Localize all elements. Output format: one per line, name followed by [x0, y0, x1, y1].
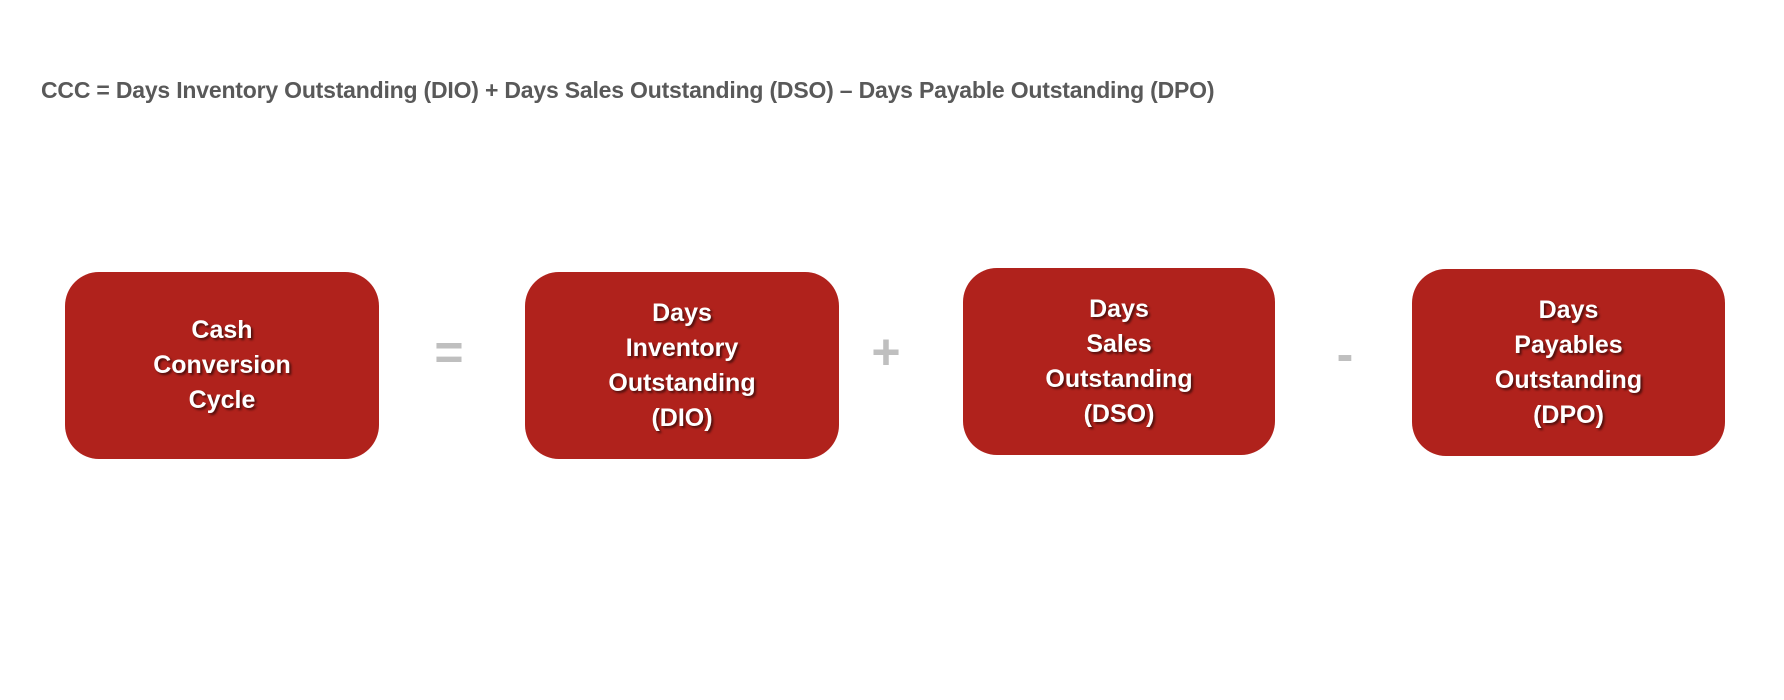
box-days-payables-outstanding: Days Payables Outstanding (DPO) — [1412, 269, 1725, 456]
box-label: Days Payables Outstanding (DPO) — [1495, 293, 1642, 433]
box-label-line: Payables — [1514, 330, 1623, 359]
box-cash-conversion-cycle: Cash Conversion Cycle — [65, 272, 379, 459]
box-label: Days Sales Outstanding (DSO) — [1045, 292, 1192, 432]
box-label-line: Days — [1538, 295, 1599, 324]
formula-text: CCC = Days Inventory Outstanding (DIO) +… — [41, 77, 1215, 103]
box-label-line: Days — [652, 298, 712, 327]
minus-operator: - — [1336, 326, 1354, 382]
plus-operator: + — [871, 324, 901, 380]
box-label-line: Cash — [191, 316, 253, 344]
box-label-line: Days — [1089, 294, 1149, 323]
box-days-sales-outstanding: Days Sales Outstanding (DSO) — [963, 268, 1275, 455]
box-label-line: Outstanding — [1045, 364, 1193, 393]
box-label-line: Cycle — [188, 386, 256, 414]
box-label-line: (DIO) — [651, 403, 713, 432]
box-label-line: Outstanding — [1494, 365, 1643, 394]
box-label-line: Conversion — [153, 351, 291, 379]
box-label: Days Inventory Outstanding (DIO) — [608, 296, 755, 436]
box-label-line: (DSO) — [1083, 399, 1155, 428]
equals-operator: = — [434, 324, 464, 380]
box-label-line: Outstanding — [608, 368, 756, 397]
box-label: Cash Conversion Cycle — [153, 313, 291, 418]
box-label-line: Inventory — [625, 333, 739, 362]
box-label-line: Sales — [1086, 329, 1152, 358]
box-days-inventory-outstanding: Days Inventory Outstanding (DIO) — [525, 272, 839, 459]
box-label-line: (DPO) — [1533, 400, 1604, 429]
